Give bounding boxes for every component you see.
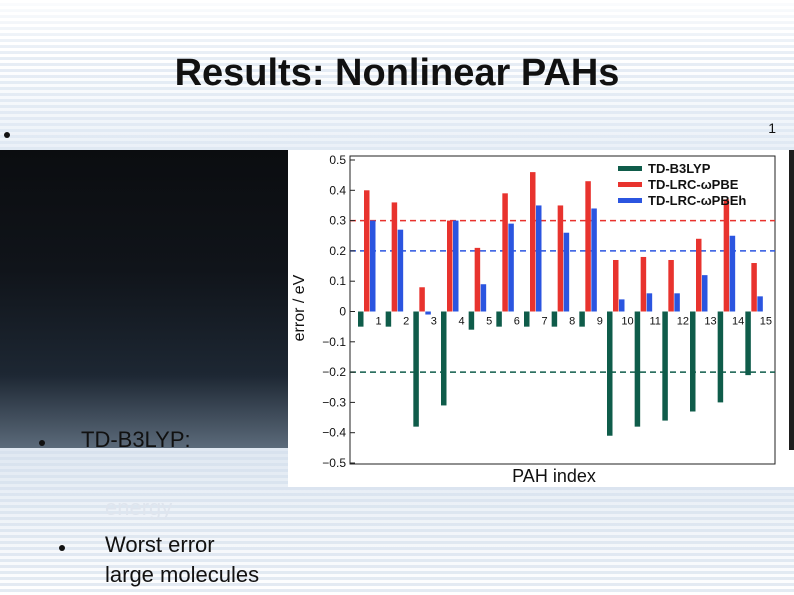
x-category-label: 11 <box>649 316 660 328</box>
x-category-labels: 1 2 3 4 5 6 7 8 9 10 11 12 13 14 15 <box>375 316 772 328</box>
x-axis-label: PAH index <box>512 466 596 486</box>
bar-b3lyp <box>745 311 751 376</box>
bar-lrc-wpbeh <box>674 293 680 312</box>
bullet-marker <box>39 440 45 446</box>
bar-lrc-wpbeh <box>536 205 542 312</box>
plot-frame <box>349 155 776 465</box>
legend-swatch <box>618 166 642 171</box>
legend-swatch <box>618 198 642 203</box>
x-category-label: 15 <box>760 316 772 328</box>
x-category-label: 3 <box>431 316 437 328</box>
bar-b3lyp <box>385 311 392 327</box>
bullet-text-b3lyp: TD-B3LYP: <box>81 427 191 452</box>
y-axis-ticks: 0.5 0.4 0.3 0.2 0.1 0 −0.1 −0.2 −0.3 −0.4 −0.5 <box>322 153 355 470</box>
bar-lrc-wpbeh <box>397 229 404 312</box>
x-category-label: 8 <box>569 316 575 328</box>
bars <box>358 172 763 436</box>
x-category-label: 14 <box>732 316 744 328</box>
bar-lrc-wpbeh <box>591 208 597 312</box>
bar-b3lyp <box>579 311 585 327</box>
x-category-label: 6 <box>514 316 520 328</box>
bullet-marker <box>59 545 65 551</box>
bar-lrc-wpbe <box>391 202 398 312</box>
bar-lrc-wpbe <box>419 287 425 312</box>
bar-b3lyp <box>690 311 696 412</box>
x-category-label: 10 <box>621 316 633 328</box>
bar-b3lyp <box>607 311 613 436</box>
bar-b3lyp <box>524 311 530 327</box>
bar-lrc-wpbeh <box>425 311 431 315</box>
y-tick-label: −0.2 <box>322 365 346 379</box>
bar-lrc-wpbe <box>668 259 674 312</box>
bar-lrc-wpbe <box>502 193 508 312</box>
bar-lrc-wpbe <box>530 172 536 312</box>
bullet-text-energy: energy <box>105 495 173 520</box>
y-tick-label: 0.5 <box>329 153 346 167</box>
bar-lrc-wpbe <box>364 190 370 312</box>
bar-lrc-wpbe <box>474 247 481 312</box>
bar-b3lyp <box>441 311 447 406</box>
bar-lrc-wpbeh <box>619 299 625 312</box>
bar-lrc-wpbe <box>557 205 564 312</box>
y-axis-label: error / eV <box>291 274 308 341</box>
bullet-text-worst-error: Worst error <box>105 532 215 557</box>
x-category-label: 1 <box>375 316 381 328</box>
y-tick-label: 0.1 <box>329 274 346 288</box>
bar-b3lyp <box>413 311 419 427</box>
legend-label: TD-B3LYP <box>648 161 711 176</box>
bar-lrc-wpbeh <box>480 284 487 312</box>
bar-b3lyp <box>551 311 558 327</box>
bar-lrc-wpbeh <box>508 223 514 312</box>
bar-lrc-wpbeh <box>646 293 653 312</box>
bar-lrc-wpbe <box>447 220 453 312</box>
x-category-label: 5 <box>486 316 492 328</box>
slide-number: 1 <box>768 120 776 136</box>
y-tick-label: 0.2 <box>329 244 346 258</box>
bar-lrc-wpbe <box>723 199 730 312</box>
bar-lrc-wpbeh <box>729 235 736 312</box>
x-category-label: 13 <box>704 316 716 328</box>
legend-label: TD-LRC-ωPBEh <box>648 193 746 208</box>
bar-lrc-wpbeh <box>702 275 708 312</box>
header-background <box>0 0 794 150</box>
bar-lrc-wpbe <box>696 238 702 312</box>
slide-title: Results: Nonlinear PAHs <box>174 52 620 94</box>
x-category-label: 2 <box>403 316 409 328</box>
bar-b3lyp <box>717 311 724 403</box>
bar-lrc-wpbe <box>640 256 647 312</box>
bar-b3lyp <box>662 311 668 421</box>
y-tick-label: 0.4 <box>329 183 346 197</box>
legend-label: TD-LRC-ωPBE <box>648 177 739 192</box>
bar-b3lyp <box>634 311 641 427</box>
y-tick-label: 0 <box>339 305 346 319</box>
bar-b3lyp <box>468 311 475 330</box>
y-tick-label: −0.4 <box>322 426 346 440</box>
y-tick-label: −0.3 <box>322 395 346 409</box>
y-tick-label: 0.3 <box>329 214 346 228</box>
bullet-text-large-molecules: large molecules <box>105 562 260 587</box>
bar-lrc-wpbe <box>585 181 591 312</box>
y-tick-label: −0.5 <box>322 456 346 470</box>
chart-edge <box>789 150 794 450</box>
bullet-marker-empty <box>4 132 10 138</box>
bar-lrc-wpbe <box>751 263 757 312</box>
bar-lrc-wpbe <box>613 259 619 312</box>
y-tick-label: −0.1 <box>322 335 346 349</box>
legend-swatch <box>618 182 642 187</box>
bar-lrc-wpbeh <box>563 232 570 312</box>
bar-lrc-wpbeh <box>453 220 459 312</box>
x-category-label: 4 <box>458 316 464 328</box>
bar-lrc-wpbeh <box>370 220 376 312</box>
x-category-label: 12 <box>677 316 689 328</box>
bar-b3lyp <box>496 311 502 327</box>
bar-b3lyp <box>358 311 364 327</box>
x-category-label: 9 <box>597 316 603 328</box>
bar-lrc-wpbeh <box>757 296 763 312</box>
x-category-label: 7 <box>541 316 547 328</box>
